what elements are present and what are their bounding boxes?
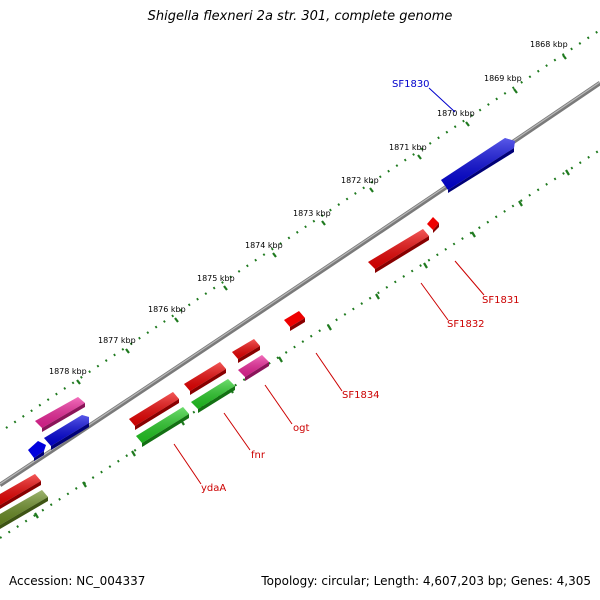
gene-block-red-left[interactable]	[0, 474, 41, 509]
tick-label: 1875 kbp	[197, 274, 235, 283]
tick-label: 1874 kbp	[245, 241, 283, 250]
gene-label-fnr[interactable]: fnr	[251, 450, 266, 461]
tick-label: 1872 kbp	[341, 176, 379, 185]
label-connectors	[173, 87, 485, 485]
outer-major-ticks	[76, 54, 567, 385]
gene-arrow-sf1832[interactable]	[368, 229, 429, 273]
accession-text: Accession: NC_004337	[9, 574, 146, 588]
gene-block-olive-left[interactable]	[0, 490, 48, 529]
tick-label: 1870 kbp	[437, 109, 475, 118]
outer-tick-ring	[5, 29, 600, 429]
tick-label: 1869 kbp	[484, 74, 522, 83]
gene-label-sf1831[interactable]: SF1831	[482, 295, 520, 306]
tick-label: 1876 kbp	[148, 305, 186, 314]
gene-arrow-blue-left[interactable]	[44, 415, 89, 450]
tick-label: 1868 kbp	[530, 40, 568, 49]
tick-label: 1878 kbp	[49, 367, 87, 376]
gene-label-ydaa[interactable]: ydaA	[201, 483, 226, 494]
gene-block-green-ydaa[interactable]	[136, 407, 189, 447]
gene-block-pink-ogt[interactable]	[238, 355, 269, 381]
map-title: Shigella flexneri 2a str. 301, complete …	[147, 9, 453, 24]
gene-label-ogt[interactable]: ogt	[293, 423, 309, 434]
gene-arrow-sf1831[interactable]	[427, 217, 439, 233]
gene-arrow-ydaa[interactable]	[129, 392, 179, 430]
gene-arrow-sf1834[interactable]	[284, 311, 305, 331]
gene-block-green-fnr[interactable]	[191, 379, 235, 413]
gene-labels: SF1830 SF1831 SF1832 SF1834 ogt fnr ydaA	[201, 79, 520, 494]
forward-features	[28, 138, 515, 461]
gene-arrow-sf1830[interactable]	[441, 138, 515, 193]
gene-label-sf1830[interactable]: SF1830	[392, 79, 430, 90]
genome-summary-text: Topology: circular; Length: 4,607,203 bp…	[261, 574, 591, 588]
gene-arrow-blue-small[interactable]	[28, 441, 46, 461]
gene-label-sf1834[interactable]: SF1834	[342, 390, 380, 401]
tick-label: 1873 kbp	[293, 209, 331, 218]
gene-label-sf1832[interactable]: SF1832	[447, 319, 485, 330]
gene-block-pink-left[interactable]	[35, 397, 85, 432]
gene-arrow-fnr[interactable]	[184, 362, 226, 395]
gene-arrow-ogt[interactable]	[232, 339, 260, 363]
tick-label: 1877 kbp	[98, 336, 136, 345]
reverse-features	[0, 217, 439, 529]
tick-label: 1871 kbp	[389, 143, 427, 152]
tick-labels: 1868 kbp 1869 kbp 1870 kbp 1871 kbp 1872…	[49, 40, 568, 376]
